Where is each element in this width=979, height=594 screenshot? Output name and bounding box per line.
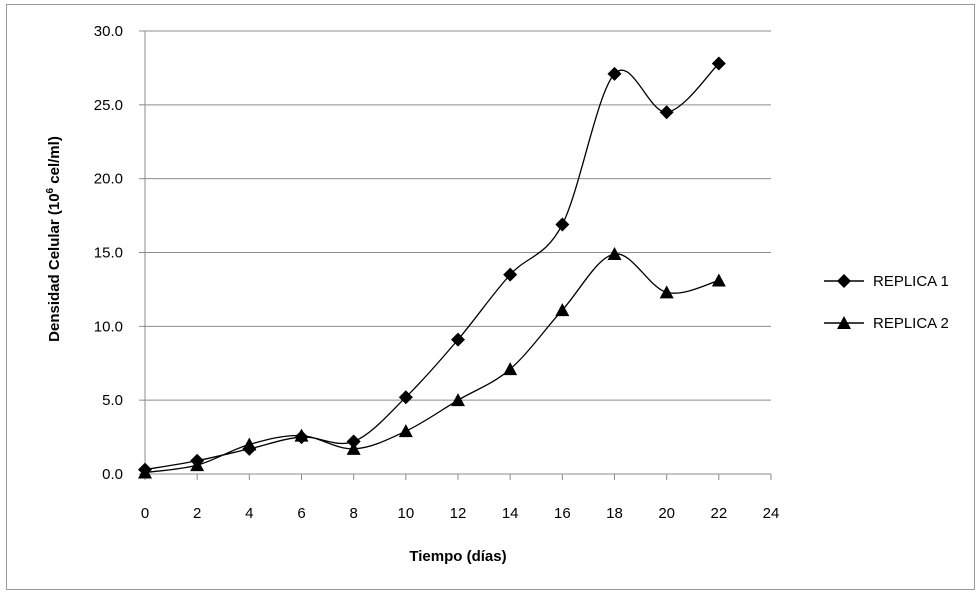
x-tick-label: 0 — [141, 505, 149, 522]
data-point-triangle — [294, 428, 309, 442]
y-tick-label: 30.0 — [94, 23, 123, 40]
legend-label-replica-2: REPLICA 2 — [873, 315, 949, 332]
x-tick-label: 20 — [658, 505, 675, 522]
axes — [139, 30, 772, 480]
data-point-triangle — [503, 362, 518, 376]
x-tick-label: 22 — [710, 505, 727, 522]
legend-marker-triangle — [837, 316, 851, 329]
data-point-diamond — [659, 105, 674, 120]
legend: REPLICA 1 REPLICA 2 — [824, 273, 949, 332]
data-point-diamond — [503, 267, 518, 282]
x-tick-label: 24 — [763, 505, 780, 522]
y-tick-labels: 0.0 5.0 10.0 15.0 20.0 25.0 30.0 — [94, 23, 123, 483]
x-tick-label: 8 — [349, 505, 357, 522]
y-tick-label: 0.0 — [102, 466, 123, 483]
x-tick-label: 4 — [245, 505, 253, 522]
y-tick-label: 5.0 — [102, 392, 123, 409]
x-tick-label: 10 — [397, 505, 414, 522]
data-point-diamond — [398, 390, 413, 405]
y-tick-label: 10.0 — [94, 318, 123, 335]
y-axis-title: Densidad Celular (106 cel/ml) — [45, 136, 63, 342]
x-tick-labels: 0 2 4 6 8 10 12 14 16 18 20 22 24 — [141, 505, 780, 522]
series-line — [144, 253, 720, 474]
x-tick-label: 12 — [450, 505, 467, 522]
x-axis-title: Tiempo (días) — [409, 548, 506, 565]
chart-frame — [6, 4, 975, 590]
x-tick-label: 14 — [502, 505, 519, 522]
data-point-triangle — [555, 303, 570, 317]
data-point-diamond — [555, 217, 570, 232]
data-point-triangle — [242, 437, 257, 451]
legend-marker-diamond — [837, 274, 851, 288]
grid-lines — [145, 30, 771, 401]
y-tick-label: 20.0 — [94, 171, 123, 188]
x-tick-label: 6 — [297, 505, 305, 522]
data-point-diamond — [346, 434, 361, 449]
series-2 — [138, 246, 726, 479]
x-tick-label: 2 — [193, 505, 201, 522]
data-point-triangle — [711, 273, 726, 287]
data-point-diamond — [607, 66, 622, 81]
y-tick-label: 25.0 — [94, 97, 123, 114]
data-point-triangle — [659, 285, 674, 299]
data-point-diamond — [711, 56, 726, 71]
legend-item-replica-2: REPLICA 2 — [824, 315, 949, 332]
data-point-triangle — [138, 465, 152, 479]
data-point-triangle — [451, 393, 465, 407]
y-tick-label: 15.0 — [94, 245, 123, 262]
data-point-triangle — [346, 441, 361, 455]
legend-item-replica-1: REPLICA 1 — [824, 273, 949, 290]
legend-label-replica-1: REPLICA 1 — [873, 273, 949, 290]
series-line — [144, 63, 720, 471]
data-point-triangle — [607, 246, 622, 260]
series-layer — [138, 56, 726, 479]
data-point-diamond — [451, 332, 465, 347]
data-point-triangle — [398, 424, 413, 438]
data-point-triangle — [190, 458, 205, 472]
x-tick-label: 18 — [606, 505, 623, 522]
x-tick-label: 16 — [554, 505, 571, 522]
